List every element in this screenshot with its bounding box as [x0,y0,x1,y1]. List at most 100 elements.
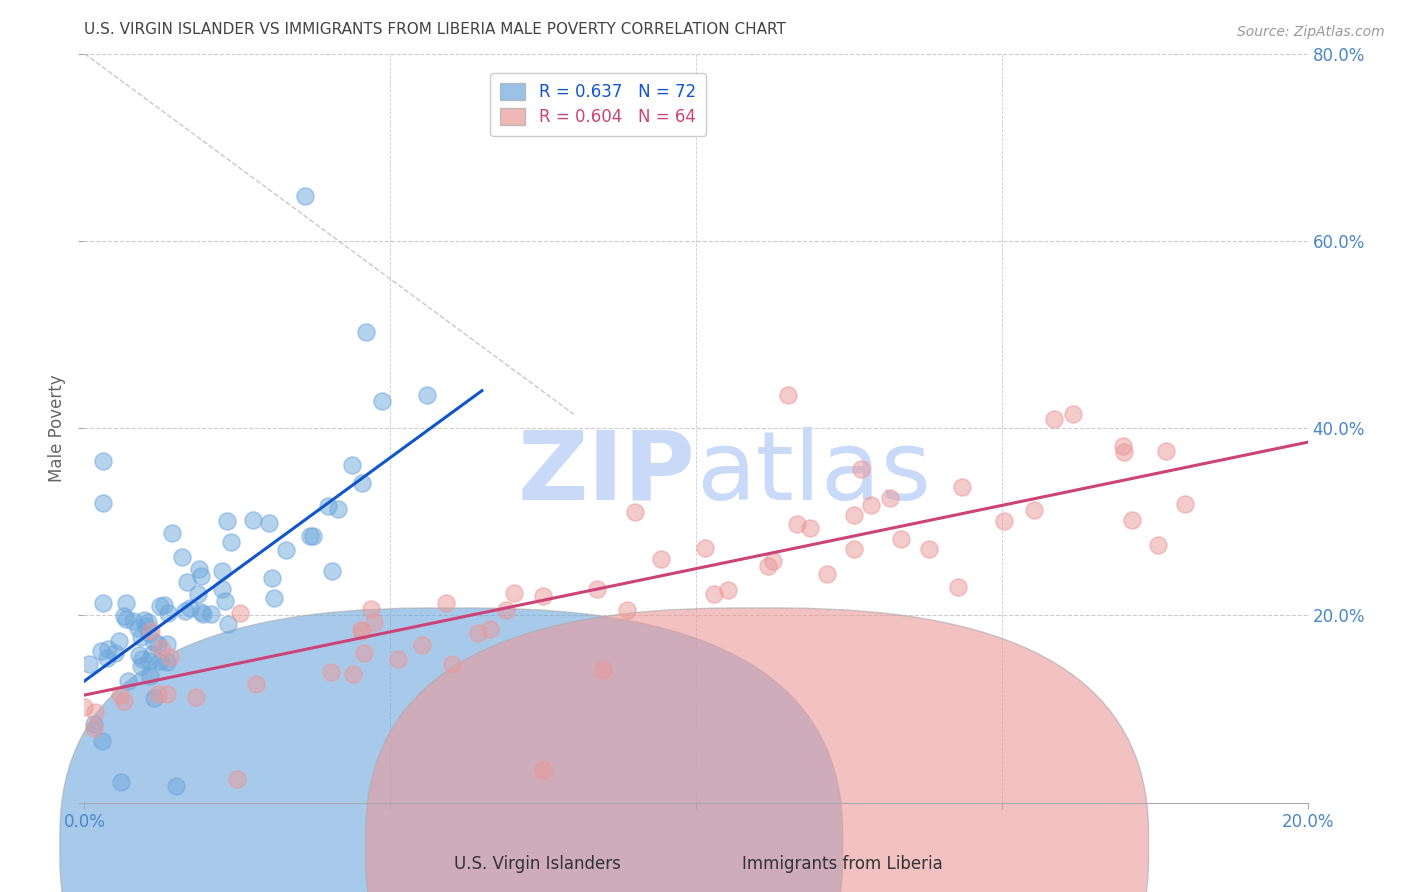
Point [91,496,114,510]
Point [467,626,489,640]
Point [114,612,136,626]
Point [294,189,316,203]
Point [842,508,865,522]
Point [262,571,284,585]
Point [762,554,785,568]
Legend: R = 0.637   N = 72, R = 0.604   N = 64: R = 0.637 N = 72, R = 0.604 N = 64 [491,73,706,136]
Point [215,514,238,528]
Point [179,600,201,615]
Point [263,591,285,606]
Point [918,542,941,557]
Point [1043,412,1066,426]
Point [138,626,160,640]
Text: Immigrants from Liberia: Immigrants from Liberia [742,855,943,873]
Text: Source: ZipAtlas.com: Source: ZipAtlas.com [1237,25,1385,39]
Point [434,596,457,610]
Point [354,325,377,339]
Point [90,643,112,657]
Point [156,637,179,651]
Point [319,665,342,680]
Point [117,674,139,689]
Point [190,569,212,583]
Point [110,775,132,789]
Point [776,388,799,402]
Point [478,622,501,636]
Point [592,663,614,677]
Text: U.S. Virgin Islanders: U.S. Virgin Islanders [454,855,620,873]
Point [83,721,105,735]
Point [326,502,349,516]
Point [350,623,373,637]
Point [200,607,222,621]
Point [352,476,374,491]
Point [693,541,716,555]
Point [107,633,129,648]
FancyBboxPatch shape [366,608,1149,892]
Point [849,462,872,476]
Point [1174,497,1197,511]
Point [112,694,135,708]
Point [440,657,463,671]
Point [353,647,375,661]
Point [129,658,152,673]
Point [387,652,409,666]
Point [219,534,242,549]
Point [302,529,325,543]
Point [1024,502,1046,516]
Point [156,607,179,621]
Point [226,772,249,787]
Point [242,513,264,527]
Point [495,603,517,617]
Point [860,498,883,512]
Point [758,559,780,574]
Point [299,528,322,542]
Point [174,604,197,618]
Point [135,618,157,632]
Point [139,624,162,638]
Point [115,595,138,609]
Point [146,637,169,651]
Point [340,458,363,472]
Point [211,582,233,596]
Text: ZIP: ZIP [517,426,696,520]
Point [153,599,176,613]
Point [142,635,165,649]
Point [91,454,114,468]
Point [127,622,149,636]
Point [229,606,252,620]
Point [360,602,382,616]
Y-axis label: Male Poverty: Male Poverty [48,375,66,482]
Point [139,669,162,683]
Point [170,550,193,565]
Point [411,638,433,652]
Point [149,654,172,668]
Point [342,666,364,681]
Point [786,516,808,531]
Point [531,589,554,603]
FancyBboxPatch shape [60,608,842,892]
Point [531,763,554,777]
Point [150,641,173,656]
Point [703,587,725,601]
Point [842,541,865,556]
Point [132,613,155,627]
Point [1062,407,1084,421]
Point [165,779,187,793]
Point [97,642,120,657]
Point [799,521,821,535]
Point [104,646,127,660]
Point [214,594,236,608]
Point [211,564,233,578]
Text: U.S. VIRGIN ISLANDER VS IMMIGRANTS FROM LIBERIA MALE POVERTY CORRELATION CHART: U.S. VIRGIN ISLANDER VS IMMIGRANTS FROM … [84,22,786,37]
Point [316,500,339,514]
Point [191,607,214,621]
Point [650,551,672,566]
Point [91,734,114,748]
Point [184,690,207,704]
Point [129,630,152,644]
Point [815,566,838,581]
Point [890,532,912,546]
Point [190,605,212,619]
Point [73,699,96,714]
Point [112,609,135,624]
